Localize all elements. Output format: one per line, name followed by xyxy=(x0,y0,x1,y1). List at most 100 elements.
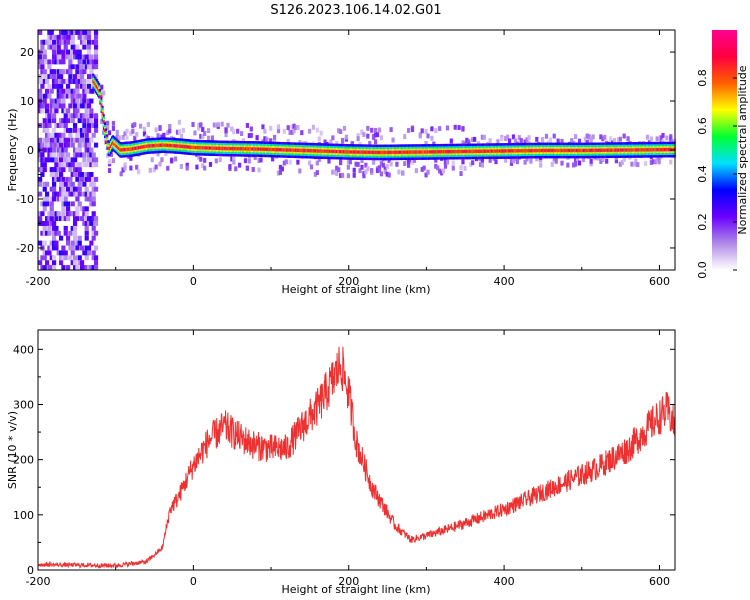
spectrogram-ridge-cell xyxy=(288,148,291,152)
spectrogram-cell xyxy=(72,221,78,226)
spectrogram-ridge-cell xyxy=(426,150,429,154)
spectrogram-cell xyxy=(54,245,59,251)
spectrogram-cell xyxy=(84,225,89,231)
spectrogram-cell xyxy=(51,260,57,266)
spectrogram-ridge-cell xyxy=(666,147,669,152)
spectrogram-cell xyxy=(199,133,203,139)
spectrogram-cell xyxy=(72,108,78,114)
spectrogram-cell xyxy=(643,161,648,167)
spectrogram-ridge-cell xyxy=(248,147,251,151)
spectrogram-ridge-cell xyxy=(613,148,616,152)
spectrogram-ridge-cell xyxy=(386,150,388,155)
spectrogram-cell xyxy=(362,132,366,137)
spectrogram-cell xyxy=(44,230,50,236)
spectrogram-cell xyxy=(107,168,112,173)
spectrogram-cell xyxy=(379,135,384,141)
spectrogram-cell xyxy=(218,157,222,163)
spectrogram-cell xyxy=(68,230,73,236)
spectrogram-ridge-cell xyxy=(348,150,351,154)
spectrogram-cell xyxy=(420,166,424,172)
spectrogram-ridge-cell xyxy=(478,149,480,154)
spectrogram-cell xyxy=(84,103,89,109)
spectrogram-cell xyxy=(201,127,205,132)
spectrogram-cell xyxy=(47,211,52,217)
spectrogram-cell xyxy=(284,159,288,165)
spectrogram-cell xyxy=(84,64,89,70)
spectrogram-cell xyxy=(443,159,448,165)
spectrogram-ridge-cell xyxy=(267,147,270,152)
spectrogram-ridge-cell xyxy=(211,146,214,150)
spectrogram-ridge-cell xyxy=(524,149,527,153)
spectrogram-cell xyxy=(51,54,57,60)
spectrogram-cell xyxy=(583,136,587,142)
spectrogram-cell xyxy=(84,221,89,226)
spectrogram-ridge-cell xyxy=(373,150,376,155)
spectrogram-cell xyxy=(68,88,73,94)
spectrogram-ridge-cell xyxy=(479,149,482,154)
spectrogram-cell xyxy=(123,131,127,137)
spectrogram-cell xyxy=(38,167,43,173)
spectrogram-cell xyxy=(507,138,512,144)
spectrogram-ridge-cell xyxy=(659,147,662,152)
spectrogram-x-tick-label: -200 xyxy=(26,275,51,288)
spectrogram-ridge-cell xyxy=(221,146,224,151)
spectrogram-cell xyxy=(63,255,68,261)
spectrogram-ridge-cell xyxy=(129,147,132,151)
spectrogram-cell xyxy=(84,216,89,222)
spectrogram-cell xyxy=(56,132,61,138)
spectrogram-ridge-cell xyxy=(334,149,337,154)
spectrogram-cell xyxy=(201,134,205,140)
spectrogram-ridge-cell xyxy=(645,148,648,152)
spectrogram-cell xyxy=(451,160,455,166)
spectrogram-cell xyxy=(529,158,533,164)
spectrogram-cell xyxy=(86,137,92,143)
spectrogram-cell xyxy=(68,69,73,75)
spectrogram-ridge-cell xyxy=(107,146,110,150)
spectrogram-cell xyxy=(70,118,75,124)
spectrogram-cell xyxy=(282,160,286,166)
figure-title: S126.2023.106.14.02.G01 xyxy=(270,3,441,18)
spectrogram-cell xyxy=(72,255,78,261)
spectrogram-ridge-cell xyxy=(423,150,426,154)
spectrogram-cell xyxy=(58,142,64,148)
spectrogram-ridge-cell xyxy=(189,145,191,149)
spectrogram-ridge-cell xyxy=(514,149,517,153)
spectrogram-cell xyxy=(463,165,467,171)
spectrogram-ridge-cell xyxy=(433,150,436,154)
spectrogram-cell xyxy=(75,83,80,89)
spectrogram-cell xyxy=(93,123,99,128)
spectrogram-cell xyxy=(348,159,352,165)
spectrogram-ridge-cell xyxy=(406,150,409,154)
spectrogram-ridge-cell xyxy=(538,148,541,153)
spectrogram-cell xyxy=(107,130,112,136)
spectrogram-ridge-cell xyxy=(109,144,112,149)
spectrogram-ridge-cell xyxy=(382,150,385,155)
spectrogram-cell xyxy=(49,142,54,148)
spectrogram-cell xyxy=(68,103,73,109)
spectrogram-ridge-cell xyxy=(120,148,123,152)
spectrogram-cell xyxy=(58,88,64,94)
spectrogram-ridge-cell xyxy=(561,148,564,153)
spectrogram-ridge-cell xyxy=(155,143,158,148)
spectrogram-cell xyxy=(340,137,345,143)
spectrogram-cell xyxy=(513,138,518,144)
spectrogram-ridge-cell xyxy=(306,148,309,153)
spectrogram-ridge-cell xyxy=(574,148,577,153)
spectrogram-cell xyxy=(424,141,428,146)
spectrogram-ridge-cell xyxy=(309,148,312,153)
spectrogram-cell xyxy=(84,196,89,202)
spectrogram-ridge-cell xyxy=(436,150,439,154)
spectrogram-cell xyxy=(278,170,283,175)
spectrogram-ridge-cell xyxy=(387,150,390,155)
spectrogram-cell xyxy=(49,186,54,192)
spectrogram-ridge-cell xyxy=(226,146,229,151)
spectrogram-cell xyxy=(323,139,327,145)
spectrogram-cell xyxy=(70,201,75,207)
spectrogram-ridge-cell xyxy=(231,146,233,151)
spectrogram-ridge-cell xyxy=(247,147,250,151)
spectrogram-cell xyxy=(44,181,50,187)
spectrogram-ridge-cell xyxy=(304,148,307,153)
spectrogram-cell xyxy=(82,181,87,187)
colorbar-tick-label: 0.4 xyxy=(696,165,709,183)
spectrogram-cell xyxy=(214,158,218,164)
